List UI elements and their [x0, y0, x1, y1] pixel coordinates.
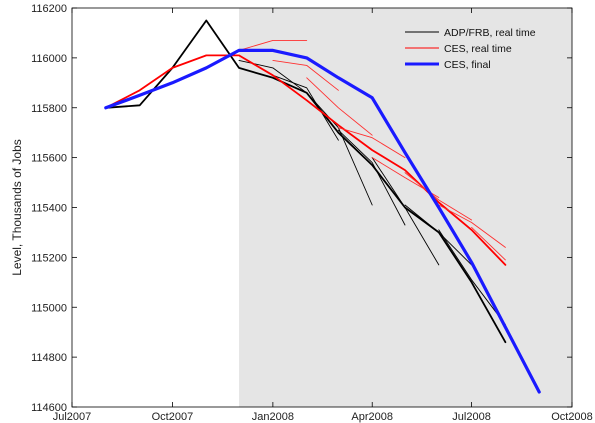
legend-label: CES, real time	[444, 43, 512, 55]
series-line-3-3	[337, 127, 406, 159]
tick-layer: 114600 114800 115000 115200 115400 115600 1158…	[31, 3, 593, 423]
y-tick-label: 116200	[31, 3, 67, 15]
series-line-2-0	[104, 54, 507, 266]
y-tick-label: 116000	[31, 53, 67, 65]
x-tick-label: Oct2008	[551, 411, 593, 423]
series-line-3-1	[272, 59, 339, 91]
legend: ADP/FRB, real time CES, real time CES, fin…	[405, 27, 536, 71]
series-line-1-1	[272, 74, 339, 141]
legend-label: CES, final	[444, 59, 491, 71]
y-tick-label: 115400	[31, 203, 67, 215]
x-tick-label: Jul2007	[53, 411, 92, 423]
y-tick-label: 115600	[31, 153, 67, 165]
series-line-1-5	[404, 204, 473, 266]
series-line-3-0	[238, 39, 308, 51]
series-line-1-4	[371, 157, 440, 266]
series-line-3-7	[471, 226, 506, 261]
x-tick-label: Apr2008	[351, 411, 393, 423]
y-tick-label: 115000	[31, 302, 67, 314]
series-line-1-3	[337, 129, 406, 226]
series-line-3-2	[306, 77, 373, 136]
series-line-1-6	[438, 229, 506, 326]
series-line-4-0	[104, 48, 541, 394]
x-tick-label: Jan2008	[252, 411, 294, 423]
series-line-3-5	[404, 172, 473, 221]
y-tick-label: 115200	[31, 252, 67, 264]
x-tick-label: Oct2007	[152, 411, 194, 423]
y-tick-label: 115800	[31, 103, 67, 115]
y-tick-label: 114800	[31, 352, 67, 364]
x-tick-label: Jul2008	[452, 411, 491, 423]
series-layer	[104, 19, 541, 394]
series-line-3-6	[438, 204, 506, 248]
y-tick-label: 114600	[31, 402, 67, 414]
legend-label: ADP/FRB, real time	[444, 27, 536, 39]
y-axis-label: Level, Thousands of Jobs	[10, 139, 24, 276]
